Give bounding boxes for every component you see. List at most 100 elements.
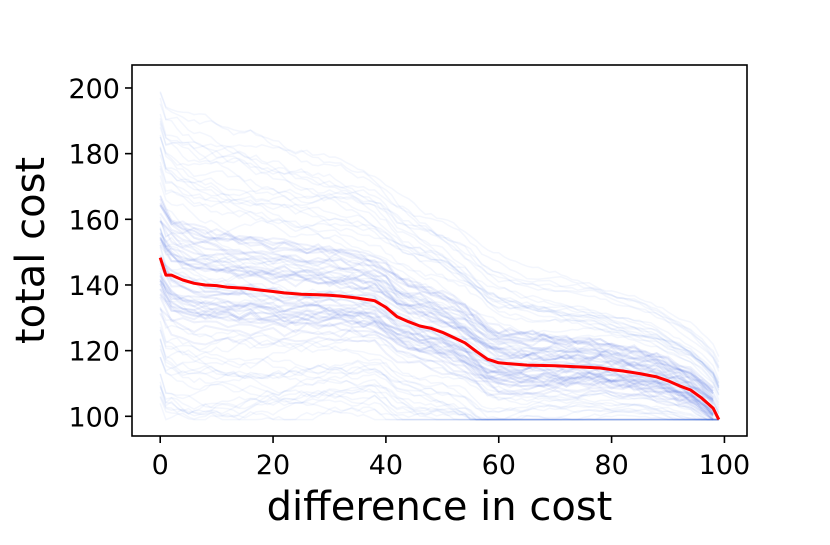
trajectory-layer	[159, 91, 720, 421]
trajectory-line	[159, 283, 714, 417]
trajectory-line	[159, 227, 720, 400]
trajectory-line	[159, 278, 714, 417]
trajectory-line	[159, 394, 719, 421]
trajectory-line	[159, 134, 720, 389]
trajectory-line	[159, 307, 719, 421]
x-axis-ticks: 0 20 40 60 80 100	[152, 436, 751, 481]
trajectory-line	[159, 113, 720, 388]
trajectory-line	[159, 373, 719, 421]
y-tick-label: 140	[68, 271, 120, 302]
trajectory-line	[159, 212, 714, 394]
trajectory-line	[159, 267, 714, 415]
trajectory-line	[159, 383, 719, 421]
trajectory-line	[159, 168, 720, 387]
trajectory-line	[159, 244, 714, 406]
trajectory-line	[159, 202, 714, 393]
trajectory-line	[159, 356, 719, 421]
trajectory-line	[159, 288, 714, 415]
trajectory-line	[159, 154, 720, 387]
trajectory-line	[159, 296, 714, 421]
trajectory-line	[159, 320, 719, 421]
y-tick-label: 160	[68, 205, 120, 236]
x-axis-label: difference in cost	[267, 484, 613, 530]
trajectory-line	[159, 227, 720, 414]
trajectory-line	[159, 345, 719, 421]
trajectory-line	[159, 203, 714, 392]
y-tick-label: 100	[68, 402, 120, 433]
trajectory-line	[159, 275, 714, 419]
x-tick-label: 100	[699, 450, 751, 481]
trajectory-line	[159, 292, 714, 421]
trajectory-line	[159, 136, 720, 394]
trajectory-line	[159, 329, 719, 421]
trajectory-line	[159, 92, 720, 357]
trajectory-line	[159, 356, 719, 421]
trajectory-line	[159, 118, 720, 363]
y-tick-label: 180	[68, 140, 120, 171]
trajectory-line	[159, 294, 714, 417]
trajectory-line	[159, 148, 720, 391]
x-tick-label: 60	[482, 450, 516, 481]
trajectory-line	[159, 246, 720, 421]
trajectory-line	[159, 386, 719, 421]
x-tick-label: 40	[369, 450, 403, 481]
trajectory-line	[159, 216, 720, 403]
trajectory-line	[159, 233, 720, 421]
trajectory-line	[159, 103, 720, 369]
trajectory-line	[159, 357, 719, 421]
trajectory-line	[159, 326, 719, 421]
y-axis-ticks: 100 120 140 160 180 200	[68, 74, 132, 433]
trajectory-line	[159, 338, 719, 421]
x-tick-label: 20	[256, 450, 290, 481]
trajectory-line	[159, 194, 720, 409]
x-tick-label: 0	[152, 450, 169, 481]
trajectory-line	[159, 231, 714, 400]
trajectory-line	[159, 204, 714, 389]
x-tick-label: 80	[594, 450, 628, 481]
trajectory-line	[159, 91, 720, 372]
trajectory-line	[159, 312, 714, 421]
trajectory-line	[159, 329, 719, 421]
trajectory-line	[159, 279, 714, 416]
trajectory-line	[159, 308, 714, 421]
trajectory-line	[159, 204, 714, 395]
trajectory-line	[159, 283, 714, 417]
trajectory-line	[159, 238, 714, 401]
trajectory-line	[159, 136, 720, 389]
trajectory-line	[159, 228, 720, 411]
trajectory-line	[159, 123, 720, 369]
trajectory-line	[159, 348, 719, 421]
trajectory-line	[159, 280, 714, 421]
trajectory-line	[159, 241, 714, 402]
trajectory-line	[159, 237, 714, 401]
trajectory-line	[159, 219, 720, 415]
trajectory-line	[159, 263, 714, 416]
trajectory-line	[159, 165, 720, 383]
trajectory-line	[159, 244, 719, 421]
trajectory-line	[159, 236, 714, 403]
trajectory-line	[159, 97, 720, 380]
trajectory-line	[159, 307, 719, 421]
trajectory-line	[159, 120, 720, 396]
mean-series-line	[158, 257, 721, 421]
trajectory-line	[159, 278, 719, 421]
trajectory-line	[159, 339, 719, 421]
trajectory-line	[159, 147, 720, 384]
trajectory-line	[159, 220, 714, 392]
trajectory-line	[159, 220, 714, 399]
trajectory-line	[159, 232, 714, 405]
y-tick-label: 120	[68, 337, 120, 368]
trajectory-line	[159, 182, 720, 396]
trajectory-line	[159, 146, 720, 391]
trajectory-line	[159, 228, 720, 406]
trajectory-line	[159, 279, 714, 418]
trajectory-line	[159, 198, 714, 389]
trajectory-line	[159, 373, 719, 421]
trajectory-line	[159, 381, 719, 421]
trajectory-line	[159, 391, 719, 421]
trajectory-line	[159, 270, 720, 421]
trajectory-line	[159, 272, 714, 411]
trajectory-line	[159, 238, 714, 403]
